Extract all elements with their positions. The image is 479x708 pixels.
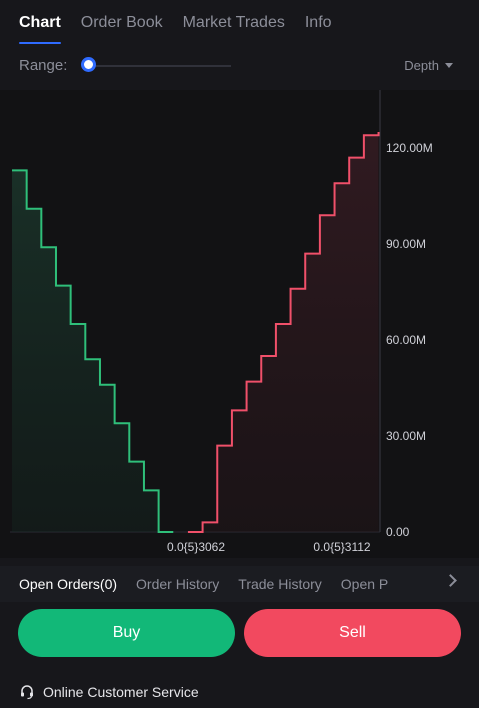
trade-actions: Buy Sell [0,604,479,670]
depth-select[interactable]: Depth [404,58,453,73]
x-tick-label: 0.0{5}3062 [167,540,225,554]
sell-button[interactable]: Sell [244,609,461,657]
caret-down-icon [445,63,453,68]
tab-open-positions[interactable]: Open P [340,576,389,592]
top-tabs: Chart Order Book Market Trades Info [0,0,479,44]
bid-series-line [12,169,174,533]
range-label: Range: [19,57,68,74]
customer-service-label: Online Customer Service [43,684,199,700]
bid-series-area [12,170,174,532]
range-slider-track[interactable] [88,65,231,67]
tab-trade-history[interactable]: Trade History [238,576,322,592]
y-tick-label: 30.00M [386,429,426,443]
headset-icon [21,685,33,700]
range-row: Range: Depth [0,48,479,84]
y-ticks: 0.00 30.00M 60.00M 90.00M 120.00M [386,141,433,539]
tab-open-orders[interactable]: Open Orders(0) [19,576,118,592]
y-tick-label: 90.00M [386,237,426,251]
customer-service-link[interactable]: Online Customer Service [0,676,479,708]
y-tick-label: 60.00M [386,333,426,347]
ask-series-line [187,132,380,533]
depth-select-label: Depth [404,58,439,73]
depth-chart-svg: 0.00 30.00M 60.00M 90.00M 120.00M 0.0{5}3062… [10,90,433,554]
tab-order-book[interactable]: Order Book [80,14,163,31]
ask-series-area [187,132,379,532]
tab-order-history[interactable]: Order History [136,576,220,592]
depth-chart: 0.00 30.00M 60.00M 90.00M 120.00M 0.0{5}3062… [0,90,479,558]
tab-market-trades[interactable]: Market Trades [182,14,285,31]
tab-info[interactable]: Info [304,14,332,31]
range-slider-knob[interactable] [81,57,96,72]
y-tick-label: 0.00 [386,525,410,539]
tab-chart[interactable]: Chart [19,14,61,44]
ask-series [187,132,380,533]
x-tick-label: 0.0{5}3112 [313,540,371,554]
buy-button[interactable]: Buy [18,609,235,657]
orders-tabs: Open Orders(0) Order History Trade Histo… [0,566,479,602]
chevron-right-icon[interactable] [444,574,457,587]
bid-series [12,169,174,533]
y-tick-label: 120.00M [386,141,433,155]
